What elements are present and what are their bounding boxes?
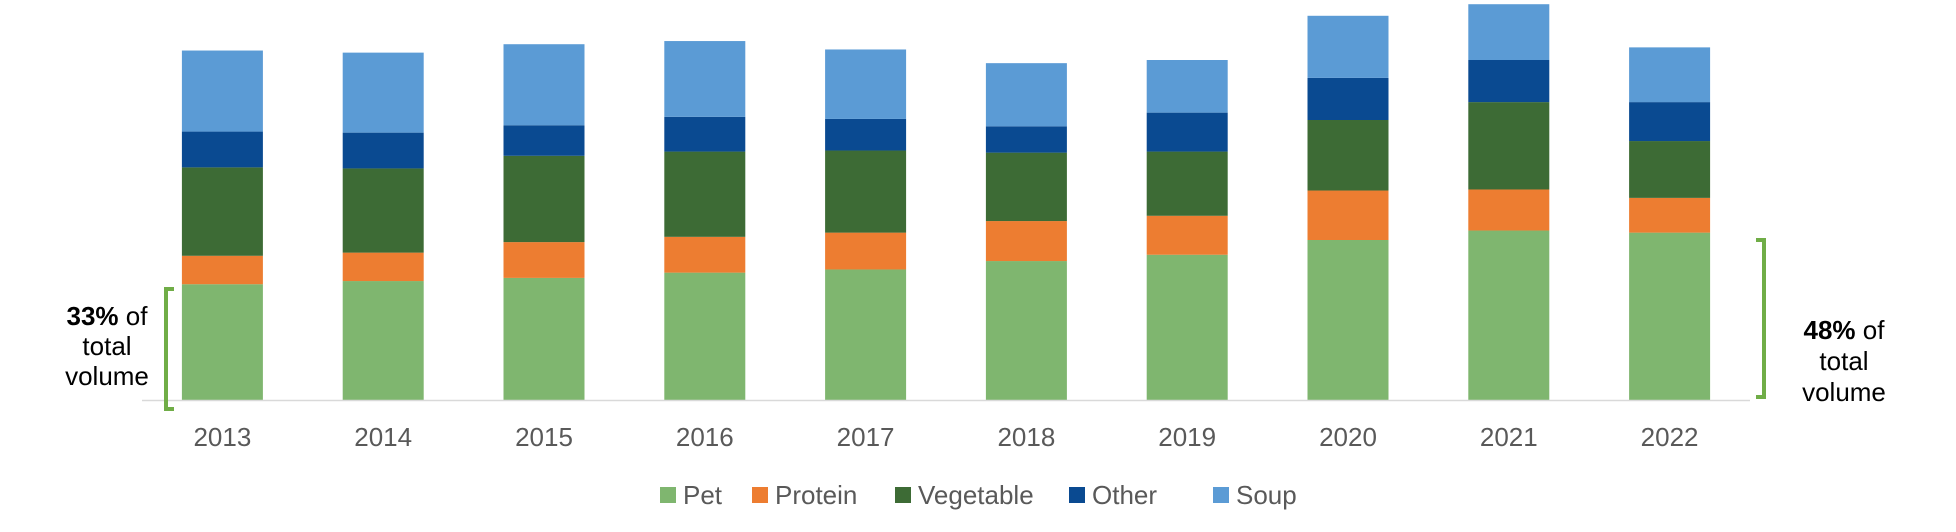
bar-pet-2017 bbox=[825, 269, 907, 400]
annotation-right-volume: volume bbox=[1802, 377, 1886, 407]
bar-protein-2017 bbox=[825, 232, 907, 270]
bar-pet-2021 bbox=[1468, 230, 1550, 400]
bar-soup-2020 bbox=[1307, 15, 1389, 78]
bar-pet-2016 bbox=[664, 272, 746, 400]
bar-soup-2016 bbox=[664, 41, 746, 117]
bar-other-2021 bbox=[1468, 60, 1550, 103]
bar-protein-2021 bbox=[1468, 189, 1550, 231]
bar-other-2016 bbox=[664, 116, 746, 152]
bar-vegetable-2015 bbox=[503, 155, 585, 243]
annotation-left-total: total bbox=[82, 331, 131, 361]
bar-pet-2014 bbox=[342, 281, 424, 400]
bar-other-2022 bbox=[1629, 102, 1711, 142]
annotation-right-of: of bbox=[1856, 315, 1886, 345]
bars-layer bbox=[181, 4, 1711, 400]
bracket-right bbox=[1756, 238, 1766, 399]
x-tick-label: 2017 bbox=[837, 422, 895, 452]
bar-pet-2018 bbox=[985, 261, 1067, 400]
bar-protein-2020 bbox=[1307, 190, 1389, 240]
bar-protein-2015 bbox=[503, 242, 585, 278]
bar-soup-2015 bbox=[503, 44, 585, 126]
x-tick-label: 2020 bbox=[1319, 422, 1377, 452]
bar-protein-2018 bbox=[985, 221, 1067, 262]
bar-pet-2013 bbox=[181, 284, 263, 400]
annotation-right-percent: 48% bbox=[1804, 315, 1856, 345]
annotation-right: 48% of total volume bbox=[1756, 238, 1886, 407]
bar-protein-2016 bbox=[664, 236, 746, 273]
x-tick-label: 2013 bbox=[193, 422, 251, 452]
bar-protein-2022 bbox=[1629, 197, 1711, 233]
bar-vegetable-2019 bbox=[1146, 151, 1228, 216]
legend: Pet Protein Vegetable Other Soup bbox=[660, 480, 1297, 510]
bar-protein-2013 bbox=[181, 255, 263, 285]
bar-other-2020 bbox=[1307, 77, 1389, 120]
bar-vegetable-2021 bbox=[1468, 102, 1550, 190]
bracket-left bbox=[164, 287, 174, 411]
bar-pet-2015 bbox=[503, 277, 585, 400]
x-tick-labels: 2013 2014 2015 2016 2017 2018 2019 2020 2021 2022 bbox=[193, 422, 1698, 452]
bar-other-2015 bbox=[503, 125, 585, 156]
bar-soup-2019 bbox=[1146, 60, 1228, 113]
legend-label-soup: Soup bbox=[1236, 480, 1297, 510]
x-tick-label: 2021 bbox=[1480, 422, 1538, 452]
bar-other-2019 bbox=[1146, 112, 1228, 152]
legend-label-other: Other bbox=[1092, 480, 1157, 510]
legend-swatch-pet bbox=[660, 487, 676, 503]
bar-protein-2014 bbox=[342, 252, 424, 282]
bar-soup-2014 bbox=[342, 52, 424, 133]
x-tick-label: 2018 bbox=[997, 422, 1055, 452]
bar-pet-2019 bbox=[1146, 254, 1228, 400]
bar-other-2017 bbox=[825, 118, 907, 151]
legend-swatch-vegetable bbox=[895, 487, 911, 503]
bar-pet-2020 bbox=[1307, 240, 1389, 400]
bar-other-2014 bbox=[342, 132, 424, 169]
svg-text:33% of: 33% of bbox=[67, 301, 149, 331]
annotation-left-percent: 33% bbox=[67, 301, 119, 331]
bar-vegetable-2017 bbox=[825, 150, 907, 233]
bar-vegetable-2013 bbox=[181, 167, 263, 256]
legend-label-protein: Protein bbox=[775, 480, 857, 510]
x-tick-label: 2022 bbox=[1641, 422, 1699, 452]
svg-text:48% of: 48% of bbox=[1804, 315, 1886, 345]
legend-label-pet: Pet bbox=[683, 480, 723, 510]
annotation-left-of: of bbox=[119, 301, 149, 331]
bar-vegetable-2020 bbox=[1307, 120, 1389, 191]
bar-other-2013 bbox=[181, 131, 263, 168]
annotation-left-volume: volume bbox=[65, 361, 149, 391]
x-tick-label: 2014 bbox=[354, 422, 412, 452]
bar-soup-2021 bbox=[1468, 4, 1550, 61]
legend-label-vegetable: Vegetable bbox=[918, 480, 1034, 510]
bar-pet-2022 bbox=[1629, 232, 1711, 400]
bar-soup-2018 bbox=[985, 63, 1067, 127]
bar-soup-2013 bbox=[181, 50, 263, 132]
x-tick-label: 2016 bbox=[676, 422, 734, 452]
bar-soup-2022 bbox=[1629, 47, 1711, 103]
annotation-right-total: total bbox=[1819, 346, 1868, 376]
legend-swatch-protein bbox=[752, 487, 768, 503]
annotation-left: 33% of total volume bbox=[65, 287, 174, 411]
bar-vegetable-2018 bbox=[985, 152, 1067, 222]
bar-other-2018 bbox=[985, 126, 1067, 153]
bar-vegetable-2022 bbox=[1629, 141, 1711, 198]
bar-soup-2017 bbox=[825, 49, 907, 119]
legend-swatch-other bbox=[1069, 487, 1085, 503]
bar-vegetable-2016 bbox=[664, 151, 746, 237]
bar-vegetable-2014 bbox=[342, 168, 424, 253]
x-tick-label: 2019 bbox=[1158, 422, 1216, 452]
legend-swatch-soup bbox=[1213, 487, 1229, 503]
x-tick-label: 2015 bbox=[515, 422, 573, 452]
bar-protein-2019 bbox=[1146, 215, 1228, 255]
